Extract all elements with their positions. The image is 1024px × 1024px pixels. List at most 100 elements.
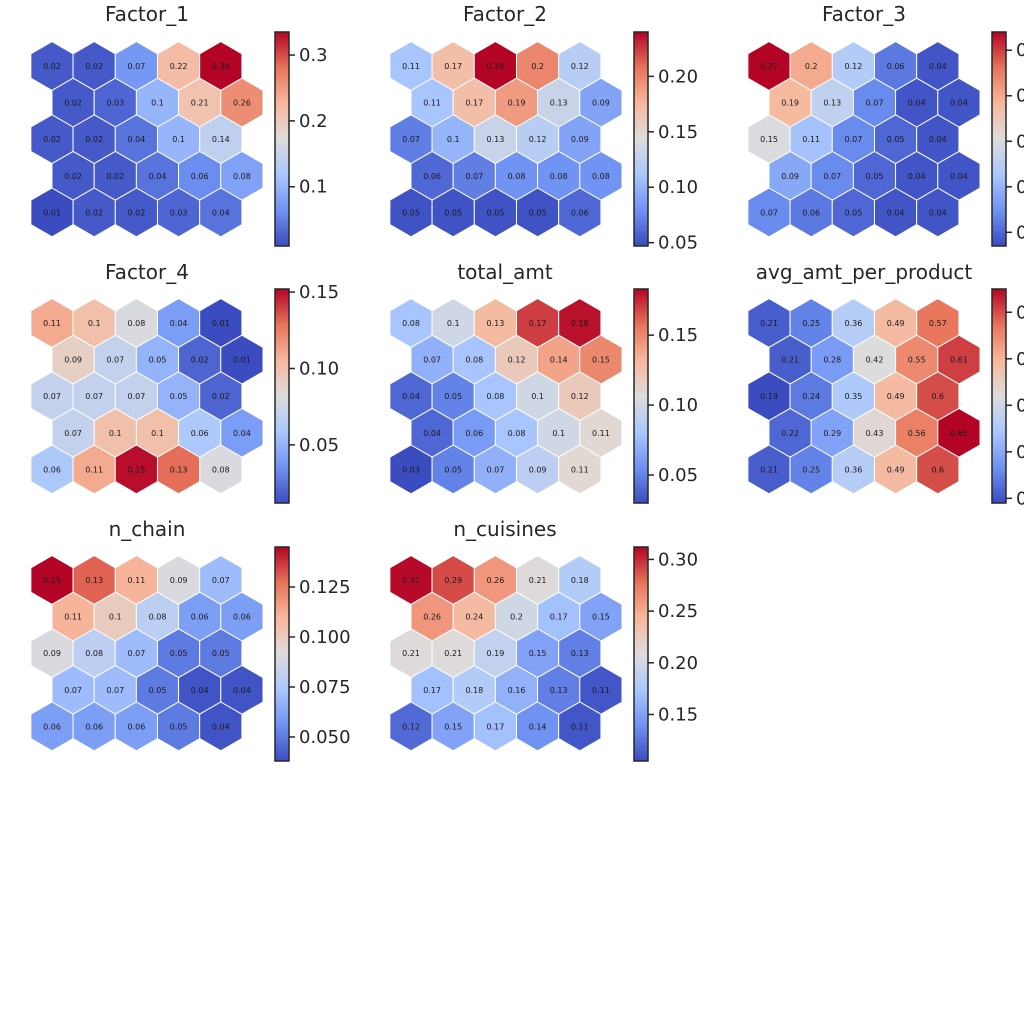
hex-value-label: 0.19 <box>508 99 526 108</box>
hex-value-label: 0.04 <box>212 722 230 731</box>
hex-value-label: 0.13 <box>550 99 568 108</box>
hex-value-label: 0.21 <box>781 356 799 365</box>
colorbar-tick-label: 0.15 <box>658 325 698 346</box>
hex-value-label: 0.42 <box>866 356 884 365</box>
hex-value-label: 0.18 <box>465 686 483 695</box>
hex-value-label: 0.18 <box>571 576 589 585</box>
panel-avg_amt_per_product: avg_amt_per_product 0.21 0.25 0.36 0.49 0.57 0… <box>747 260 1024 509</box>
panel-Factor_4: Factor_4 0.11 0.1 0.08 0.04 0.01 0.09 0.07 0.05 0… <box>30 260 339 504</box>
hex-value-label: 0.57 <box>929 319 947 328</box>
hex-value-label: 0.07 <box>844 135 862 144</box>
panel-title: Factor_4 <box>105 260 189 284</box>
colorbar-tick-label: 0.05 <box>658 465 698 486</box>
hex-value-label: 0.05 <box>844 208 862 217</box>
hex-value-label: 0.1 <box>151 429 164 438</box>
hex-value-label: 0.09 <box>64 356 82 365</box>
hex-value-label: 0.09 <box>170 576 188 585</box>
hex-cell <box>199 444 243 495</box>
hex-value-label: 0.17 <box>486 722 504 731</box>
hex-value-label: 0.08 <box>592 172 610 181</box>
hex-value-label: 0.03 <box>106 99 124 108</box>
hex-value-label: 0.2 <box>805 62 818 71</box>
panel-n_chain: n_chain 0.15 0.13 0.11 0.09 0.07 0.11 0.1 0.08 0.… <box>30 517 351 762</box>
hex-value-label: 0.13 <box>486 135 504 144</box>
panel-Factor_3: Factor_3 0.27 0.2 0.12 0.06 0.04 0.19 0.13 0.07 0… <box>747 2 1024 247</box>
hex-value-label: 0.11 <box>571 722 589 731</box>
hex-value-label: 0.11 <box>423 99 441 108</box>
hex-value-label: 0.21 <box>444 649 462 658</box>
hex-value-label: 0.07 <box>465 172 483 181</box>
hex-value-label: 0.09 <box>781 172 799 181</box>
hex-value-label: 0.05 <box>212 649 230 658</box>
hex-value-label: 0.09 <box>592 99 610 108</box>
hex-value-label: 0.21 <box>402 649 420 658</box>
hex-value-label: 0.04 <box>908 99 926 108</box>
hex-value-label: 0.04 <box>233 686 251 695</box>
hex-value-label: 0.6 <box>931 465 944 474</box>
hex-value-label: 0.07 <box>423 356 441 365</box>
hex-value-label: 0.06 <box>191 429 209 438</box>
hex-cell <box>916 444 960 495</box>
hex-value-label: 0.13 <box>170 465 188 474</box>
hex-value-label: 0.11 <box>64 613 82 622</box>
hex-value-label: 0.02 <box>43 62 61 71</box>
hex-value-label: 0.15 <box>592 356 610 365</box>
hex-value-label: 0.19 <box>781 99 799 108</box>
hex-value-label: 0.16 <box>508 686 526 695</box>
panel-title: avg_amt_per_product <box>756 260 973 284</box>
hex-value-label: 0.06 <box>43 465 61 474</box>
hex-value-label: 0.07 <box>106 356 124 365</box>
hex-value-label: 0.12 <box>844 62 862 71</box>
hex-value-label: 0.15 <box>529 649 547 658</box>
hex-value-label: 0.15 <box>444 722 462 731</box>
colorbar <box>633 546 649 762</box>
colorbar-tick-label: 0 <box>1016 40 1024 61</box>
panel-Factor_1: Factor_1 0.02 0.02 0.07 0.22 0.34 0.02 0.03 0.1 0… <box>30 2 328 247</box>
hex-value-label: 0.04 <box>402 392 420 401</box>
hex-value-label: 0.65 <box>950 429 968 438</box>
hex-value-label: 0.11 <box>85 465 103 474</box>
hex-value-label: 0.07 <box>402 135 420 144</box>
hex-value-label: 0.07 <box>866 99 884 108</box>
hex-value-label: 0.18 <box>571 319 589 328</box>
hex-cell <box>558 187 602 238</box>
hex-value-label: 0.06 <box>85 722 103 731</box>
hex-value-label: 0.04 <box>233 429 251 438</box>
hex-value-label: 0.15 <box>127 465 145 474</box>
hex-value-label: 0.21 <box>760 465 778 474</box>
colorbar-tick-label: 0 <box>1016 222 1024 243</box>
hex-value-label: 0.02 <box>212 392 230 401</box>
colorbar-tick-label: 0.1 <box>299 177 328 198</box>
hex-value-label: 0.2 <box>510 613 523 622</box>
hex-value-label: 0.04 <box>929 208 947 217</box>
hex-value-label: 0.19 <box>486 649 504 658</box>
hex-cell <box>916 187 960 238</box>
hex-cell <box>199 187 243 238</box>
hex-value-label: 0.04 <box>929 135 947 144</box>
hex-value-label: 0.11 <box>592 429 610 438</box>
hex-value-label: 0.02 <box>64 172 82 181</box>
hex-value-label: 0.08 <box>212 465 230 474</box>
hex-value-label: 0.1 <box>88 319 101 328</box>
hex-value-label: 0.26 <box>233 99 251 108</box>
colorbar-tick-label: 0.20 <box>658 66 698 87</box>
hex-value-label: 0.03 <box>170 208 188 217</box>
hex-value-label: 0.1 <box>109 429 122 438</box>
hex-value-label: 0.04 <box>908 172 926 181</box>
hex-value-label: 0.15 <box>592 613 610 622</box>
hex-value-label: 0.07 <box>823 172 841 181</box>
hex-value-label: 0.05 <box>444 392 462 401</box>
hex-value-label: 0.05 <box>887 135 905 144</box>
hex-value-label: 0.04 <box>170 319 188 328</box>
hex-value-label: 0.07 <box>64 429 82 438</box>
hex-value-label: 0.34 <box>212 62 230 71</box>
hex-value-label: 0.08 <box>233 172 251 181</box>
hex-value-label: 0.05 <box>170 649 188 658</box>
hex-value-label: 0.1 <box>109 613 122 622</box>
hex-value-label: 0.1 <box>151 99 164 108</box>
hex-value-label: 0.07 <box>127 62 145 71</box>
colorbar <box>991 288 1007 504</box>
hex-value-label: 0.11 <box>802 135 820 144</box>
hex-value-label: 0.12 <box>529 135 547 144</box>
colorbar-tick-label: 0.050 <box>299 727 351 748</box>
